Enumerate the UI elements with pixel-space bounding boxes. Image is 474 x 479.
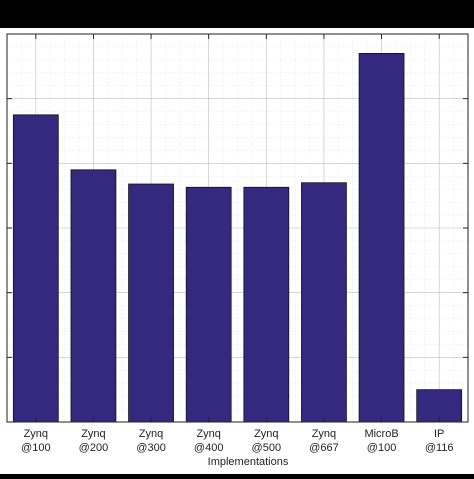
- bar: [416, 389, 463, 423]
- x-tick-label-line2: @200: [79, 442, 109, 454]
- labels-layer: Zynq @100 Zynq @200 Zynq @300 Zynq @400 Zynq @500…: [21, 428, 453, 454]
- x-tick-label: Zynq @667: [309, 428, 339, 454]
- x-tick-label: Zynq @100: [21, 428, 51, 454]
- bar: [301, 182, 347, 423]
- x-tick-label-line1: Zynq: [312, 428, 336, 440]
- x-tick-label-line1: IP: [434, 428, 444, 440]
- x-tick-label-line2: @100: [21, 442, 51, 454]
- x-tick-label-line2: @400: [194, 442, 224, 454]
- bars-layer: [12, 52, 463, 423]
- bar: [358, 52, 405, 423]
- x-tick-label-line1: Zynq: [139, 428, 163, 440]
- chart-canvas: Zynq @100 Zynq @200 Zynq @300 Zynq @400 Zynq @500…: [0, 28, 474, 474]
- bar-chart: Zynq @100 Zynq @200 Zynq @300 Zynq @400 Zynq @500…: [6, 33, 469, 468]
- x-tick-label-line2: @100: [367, 442, 397, 454]
- bar: [128, 183, 174, 423]
- bar: [70, 169, 117, 423]
- x-tick-label: MicroB @100: [364, 428, 398, 454]
- x-tick-label-line1: MicroB: [364, 428, 398, 440]
- x-tick-label-line1: Zynq: [254, 428, 278, 440]
- x-tick-label-line2: @116: [425, 442, 454, 454]
- x-tick-label-line1: Zynq: [24, 428, 48, 440]
- bar: [12, 114, 59, 423]
- x-tick-label: Zynq @300: [136, 428, 166, 454]
- bar: [243, 186, 290, 423]
- x-tick-label: Zynq @500: [252, 428, 282, 454]
- x-tick-label: Zynq @200: [79, 428, 109, 454]
- x-tick-label-line2: @500: [252, 442, 282, 454]
- x-tick-label-line2: @667: [309, 442, 339, 454]
- x-axis-label: Implementations: [208, 456, 289, 468]
- x-tick-label: Zynq @400: [194, 428, 224, 454]
- x-tick-label-line1: Zynq: [81, 428, 105, 440]
- x-tick-label-line1: Zynq: [196, 428, 220, 440]
- x-tick-label-line2: @300: [136, 442, 166, 454]
- bar: [185, 186, 232, 423]
- x-tick-label: IP @116: [425, 428, 454, 454]
- axes-layer: [6, 33, 469, 423]
